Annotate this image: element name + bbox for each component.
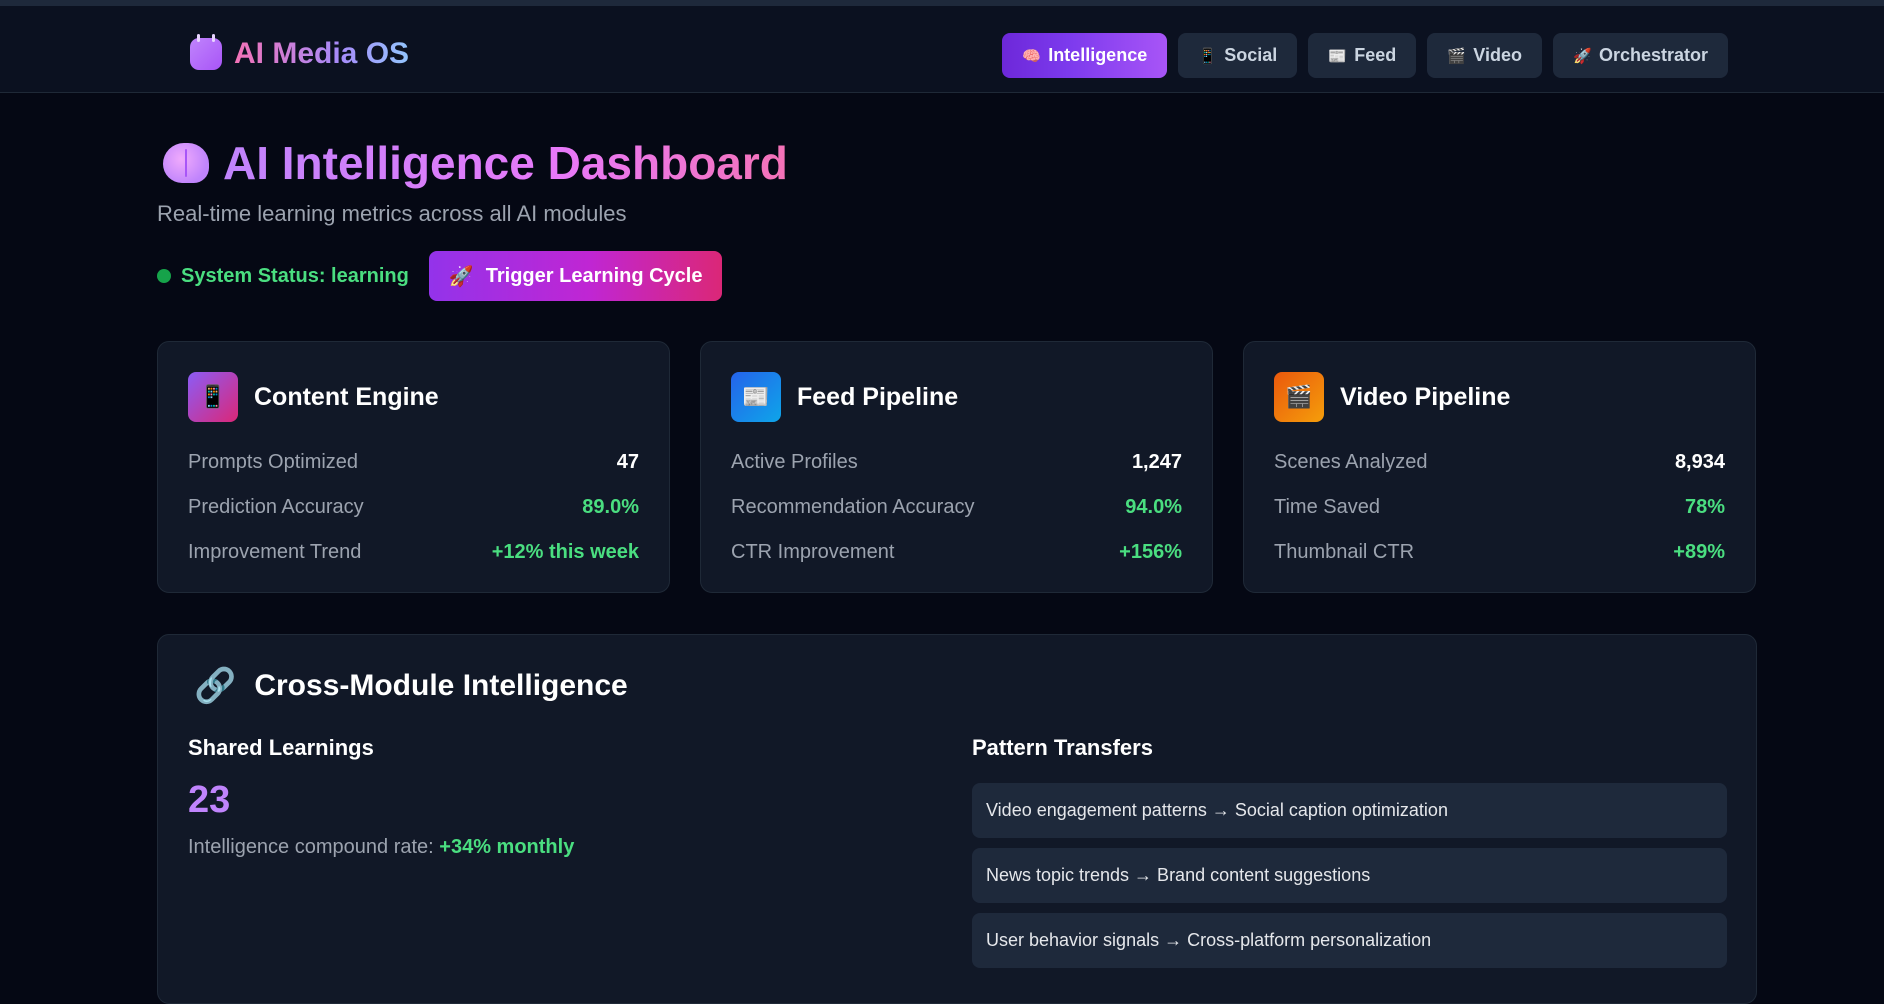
metric-row: Improvement Trend +12% this week (188, 530, 639, 575)
metric-row: Thumbnail CTR +89% (1274, 530, 1725, 575)
pattern-transfer-item: User behavior signals → Cross-platform p… (972, 913, 1727, 968)
module-cards: 📱 Content Engine Prompts Optimized 47 Pr… (157, 341, 1756, 593)
nav-label: Feed (1354, 45, 1397, 65)
clapperboard-icon: 🎬 (1274, 372, 1324, 422)
nav-intelligence-button[interactable]: 🧠 Intelligence (1002, 33, 1168, 78)
metric-row: Recommendation Accuracy 94.0% (731, 485, 1182, 530)
metric-label: Prompts Optimized (188, 451, 359, 473)
brain-icon: 🧠 (1022, 47, 1041, 65)
shared-learnings: Shared Learnings 23 Intelligence compoun… (188, 735, 574, 859)
cross-module-panel: 🔗 Cross-Module Intelligence Shared Learn… (157, 634, 1757, 1004)
metric-label: CTR Improvement (731, 541, 895, 563)
nav-label: Social (1224, 45, 1278, 65)
card-title: Video Pipeline (1340, 382, 1511, 411)
metric-value: 8,934 (1674, 451, 1725, 473)
newspaper-icon: 📰 (1328, 47, 1347, 65)
metric-label: Time Saved (1274, 496, 1380, 518)
compound-rate: Intelligence compound rate: +34% monthly (188, 836, 574, 859)
system-status-label: System Status: learning (181, 264, 409, 287)
metric-label: Improvement Trend (188, 541, 362, 563)
nav-orchestrator-button[interactable]: 🚀 Orchestrator (1552, 33, 1728, 78)
video-pipeline-card: 🎬 Video Pipeline Scenes Analyzed 8,934 T… (1243, 341, 1756, 593)
cross-module-header: 🔗 Cross-Module Intelligence (194, 666, 628, 706)
phone-icon: 📱 (188, 372, 238, 422)
cross-module-title: Cross-Module Intelligence (254, 669, 628, 702)
nav-label: Orchestrator (1598, 45, 1708, 65)
metric-label: Thumbnail CTR (1274, 541, 1415, 563)
newspaper-icon: 📰 (731, 372, 781, 422)
page-header: AI Intelligence Dashboard (163, 136, 788, 190)
metric-value: 47 (616, 451, 639, 473)
status-row: System Status: learning 🚀 Trigger Learni… (157, 251, 723, 301)
nav-video-button[interactable]: 🎬 Video (1427, 33, 1542, 78)
metric-value: +156% (1119, 541, 1182, 563)
metric-value: 1,247 (1131, 451, 1182, 473)
status-dot-icon (157, 269, 171, 283)
card-title: Content Engine (254, 382, 439, 411)
trigger-label: Trigger Learning Cycle (485, 264, 703, 287)
nav-feed-button[interactable]: 📰 Feed (1308, 33, 1417, 78)
metric-row: Prediction Accuracy 89.0% (188, 485, 639, 530)
feed-pipeline-card: 📰 Feed Pipeline Active Profiles 1,247 Re… (700, 341, 1213, 593)
metric-value: +12% this week (491, 541, 639, 563)
page-title: AI Intelligence Dashboard (223, 137, 788, 189)
trigger-learning-cycle-button[interactable]: 🚀 Trigger Learning Cycle (428, 251, 723, 301)
brain-icon (163, 143, 209, 183)
pattern-transfers-heading: Pattern Transfers (972, 735, 1153, 760)
metric-row: Prompts Optimized 47 (188, 440, 639, 485)
nav-social-button[interactable]: 📱 Social (1178, 33, 1298, 78)
card-title: Feed Pipeline (797, 382, 959, 411)
pattern-transfers: Pattern Transfers Video engagement patte… (972, 735, 1727, 968)
metric-row: Scenes Analyzed 8,934 (1274, 440, 1725, 485)
brand[interactable]: AI Media OS (190, 33, 409, 75)
compound-rate-label: Intelligence compound rate: (188, 836, 434, 858)
metric-label: Recommendation Accuracy (731, 496, 975, 518)
card-header: 🎬 Video Pipeline (1274, 372, 1725, 422)
metric-value: 78% (1684, 496, 1725, 518)
clapperboard-icon: 🎬 (1447, 47, 1466, 65)
pattern-transfer-item: News topic trends → Brand content sugges… (972, 848, 1727, 903)
card-header: 📱 Content Engine (188, 372, 639, 422)
pattern-transfer-item: Video engagement patterns → Social capti… (972, 783, 1727, 838)
content-engine-card: 📱 Content Engine Prompts Optimized 47 Pr… (157, 341, 670, 593)
metric-row: CTR Improvement +156% (731, 530, 1182, 575)
card-header: 📰 Feed Pipeline (731, 372, 1182, 422)
metric-value: 94.0% (1125, 496, 1182, 518)
metric-value: 89.0% (582, 496, 639, 518)
metric-row: Active Profiles 1,247 (731, 440, 1182, 485)
pattern-transfer-list: Video engagement patterns → Social capti… (972, 783, 1727, 968)
brand-name: AI Media OS (234, 37, 410, 70)
main-nav: 🧠 Intelligence 📱 Social 📰 Feed 🎬 Video 🚀… (1002, 33, 1728, 78)
rocket-icon: 🚀 (448, 265, 474, 288)
rocket-icon: 🚀 (1572, 47, 1592, 65)
phone-icon: 📱 (1198, 47, 1217, 65)
metric-value: +89% (1673, 541, 1725, 563)
nav-label: Intelligence (1048, 45, 1148, 65)
link-icon: 🔗 (194, 667, 237, 705)
shared-learnings-count: 23 (188, 779, 231, 821)
shared-learnings-heading: Shared Learnings (188, 735, 374, 760)
metric-label: Prediction Accuracy (188, 496, 364, 518)
nav-label: Video (1473, 45, 1522, 65)
robot-icon (190, 34, 222, 70)
system-status: System Status: learning (157, 265, 409, 288)
metric-label: Active Profiles (731, 451, 858, 473)
top-navigation-bar: AI Media OS 🧠 Intelligence 📱 Social 📰 Fe… (0, 0, 1884, 93)
compound-rate-value: +34% monthly (439, 836, 575, 858)
metric-row: Time Saved 78% (1274, 485, 1725, 530)
page-subtitle: Real-time learning metrics across all AI… (157, 201, 627, 226)
metric-label: Scenes Analyzed (1274, 451, 1428, 473)
